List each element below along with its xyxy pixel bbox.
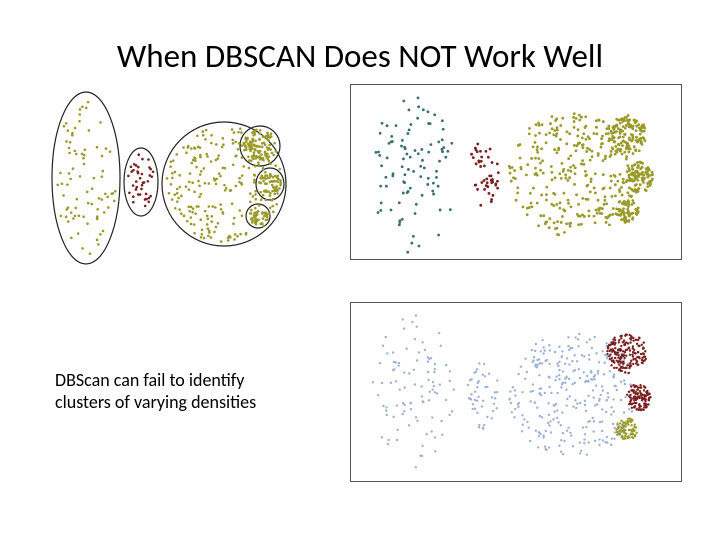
slide-title: When DBSCAN Does NOT Work Well <box>0 36 720 76</box>
left-original-data-diagram <box>38 88 318 268</box>
top-right-clustering-panel <box>350 84 682 260</box>
bottom-right-clustering-panel <box>350 302 682 482</box>
caption-text: DBScan can fail to identify clusters of … <box>55 370 295 413</box>
